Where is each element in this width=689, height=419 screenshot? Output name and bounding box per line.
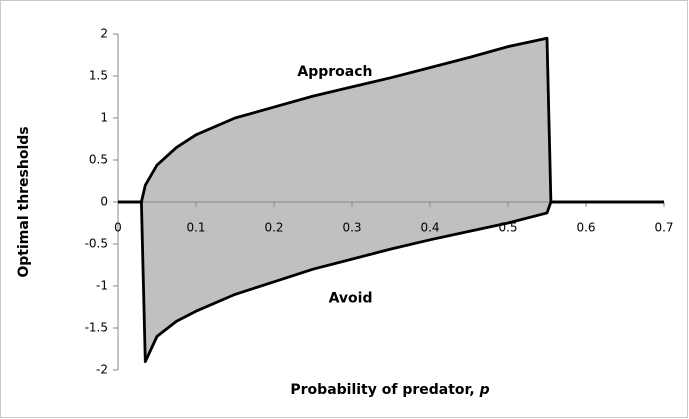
x-tick-label: 0.6 xyxy=(576,221,595,235)
x-tick-label: 0.4 xyxy=(420,221,439,235)
x-axis-title: Probability of predator, p xyxy=(290,382,489,398)
series-line xyxy=(118,200,664,363)
area-fill xyxy=(118,202,664,362)
x-axis-title-var: p xyxy=(479,382,490,398)
x-axis-title-text: Probability of predator, xyxy=(290,382,474,398)
y-tick-label: 2 xyxy=(100,27,108,41)
y-tick-label: 1 xyxy=(100,111,108,125)
y-tick-label: -0.5 xyxy=(85,237,108,251)
x-tick-label: 0 xyxy=(114,221,122,235)
x-tick-label: 0.7 xyxy=(654,221,673,235)
area-fill xyxy=(118,38,664,203)
annotation: Avoid xyxy=(329,291,373,307)
y-tick-label: 0.5 xyxy=(89,153,108,167)
y-tick-label: -2 xyxy=(96,363,108,377)
series-line xyxy=(118,36,664,204)
y-tick-label: -1.5 xyxy=(85,321,108,335)
x-tick-label: 0.3 xyxy=(342,221,361,235)
y-tick-label: 1.5 xyxy=(89,69,108,83)
annotation: Approach xyxy=(297,64,372,80)
x-tick-label: 0.1 xyxy=(186,221,205,235)
y-tick-label: -1 xyxy=(96,279,108,293)
y-tick-label: 0 xyxy=(100,195,108,209)
y-axis-title: Optimal thresholds xyxy=(16,126,32,277)
x-tick-label: 0.2 xyxy=(264,221,283,235)
